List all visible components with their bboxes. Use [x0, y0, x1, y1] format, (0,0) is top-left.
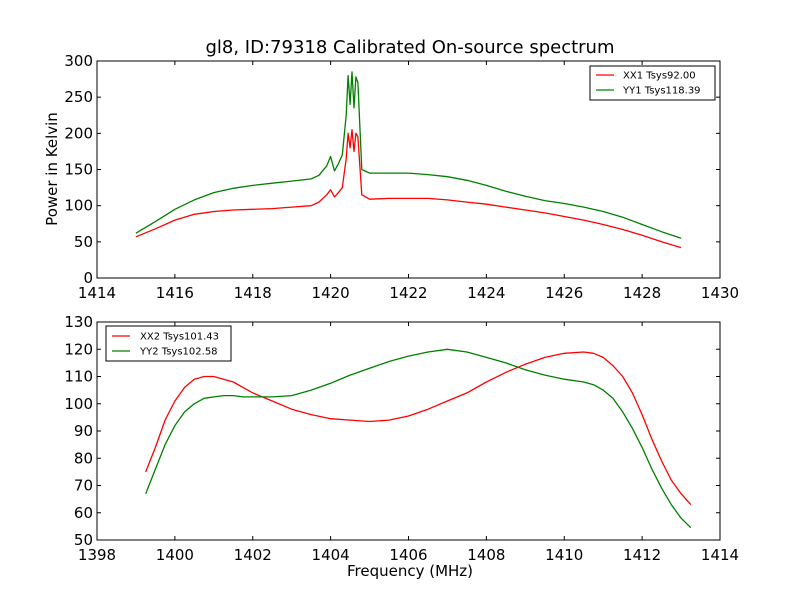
top-x-tick-label: 1414	[78, 284, 116, 302]
top-series-line-yy	[135, 71, 682, 239]
top-x-tick-label: 1428	[623, 284, 661, 302]
top-x-tick-label: 1424	[467, 284, 505, 302]
bottom-x-tick-label: 1402	[234, 546, 272, 564]
bottom-legend-label-yy2: YY2 Tsys102.58	[139, 347, 218, 358]
top-y-tick-label: 100	[64, 197, 93, 215]
top-y-tick-label: 50	[74, 233, 93, 251]
top-axes: Power in Kelvin 1414 1416 1418 1420 1422 1424…	[43, 52, 739, 302]
top-y-tick-label: 200	[64, 124, 93, 142]
top-legend: XX1 Tsys92.00 YY1 Tsys118.39	[589, 65, 716, 101]
top-y-tick-label: 250	[64, 88, 93, 106]
bottom-y-tick-label: 110	[64, 368, 93, 386]
top-y-tick-label: 300	[64, 52, 93, 70]
bottom-y-tick-label: 120	[64, 340, 93, 358]
bottom-legend: XX2 Tsys101.43 YY2 Tsys102.58	[105, 325, 232, 362]
bottom-axes: Frequency (MHz) 1398 1400 1402 1404 1406 1408…	[64, 313, 739, 580]
bottom-series-group	[145, 348, 692, 529]
top-x-tick-label: 1418	[234, 284, 272, 302]
top-legend-box	[589, 65, 716, 101]
chart-title: gl8, ID:79318 Calibrated On-source spect…	[205, 37, 614, 58]
top-y-tick-label: 150	[64, 161, 93, 179]
top-x-tick-label: 1416	[156, 284, 194, 302]
bottom-x-tick-label: 1404	[312, 546, 350, 564]
bottom-series-line-yy	[145, 348, 692, 529]
top-legend-label-yy1: YY1 Tsys118.39	[622, 86, 701, 97]
bottom-x-tick-label: 1412	[623, 546, 661, 564]
bottom-y-tick-label: 130	[64, 313, 93, 331]
bottom-x-axis-label: Frequency (MHz)	[347, 562, 473, 580]
bottom-legend-box	[105, 325, 232, 362]
top-series-group	[135, 71, 682, 249]
bottom-x-tick-label: 1408	[467, 546, 505, 564]
bottom-y-tick-label: 90	[74, 422, 93, 440]
bottom-y-tick-label: 50	[74, 531, 93, 549]
top-ticks-group: 1414 1416 1418 1420 1422 1424 1426 1428 1430 0 50 1…	[64, 52, 739, 302]
bottom-x-tick-label: 1414	[701, 546, 739, 564]
bottom-x-tick-label: 1400	[156, 546, 194, 564]
bottom-y-tick-label: 70	[74, 477, 93, 495]
bottom-x-tick-label: 1398	[78, 546, 116, 564]
bottom-ticks-group: 1398 1400 1402 1404 1406 1408 1410 1412 1414 50 60…	[64, 313, 739, 564]
bottom-x-tick-label: 1406	[389, 546, 427, 564]
bottom-y-tick-label: 60	[74, 504, 93, 522]
bottom-y-tick-label: 80	[74, 449, 93, 467]
top-y-axis-label: Power in Kelvin	[43, 112, 61, 226]
top-x-tick-label: 1426	[545, 284, 583, 302]
top-series-line-xx	[135, 129, 682, 249]
bottom-legend-label-xx2: XX2 Tsys101.43	[140, 332, 219, 343]
top-x-tick-label: 1420	[312, 284, 350, 302]
bottom-x-tick-label: 1410	[545, 546, 583, 564]
top-x-tick-label: 1422	[389, 284, 427, 302]
top-y-tick-label: 0	[83, 269, 93, 287]
bottom-series-line-xx	[145, 351, 692, 506]
top-legend-label-xx1: XX1 Tsys92.00	[623, 71, 696, 82]
bottom-y-tick-label: 100	[64, 395, 93, 413]
top-x-tick-label: 1430	[701, 284, 739, 302]
